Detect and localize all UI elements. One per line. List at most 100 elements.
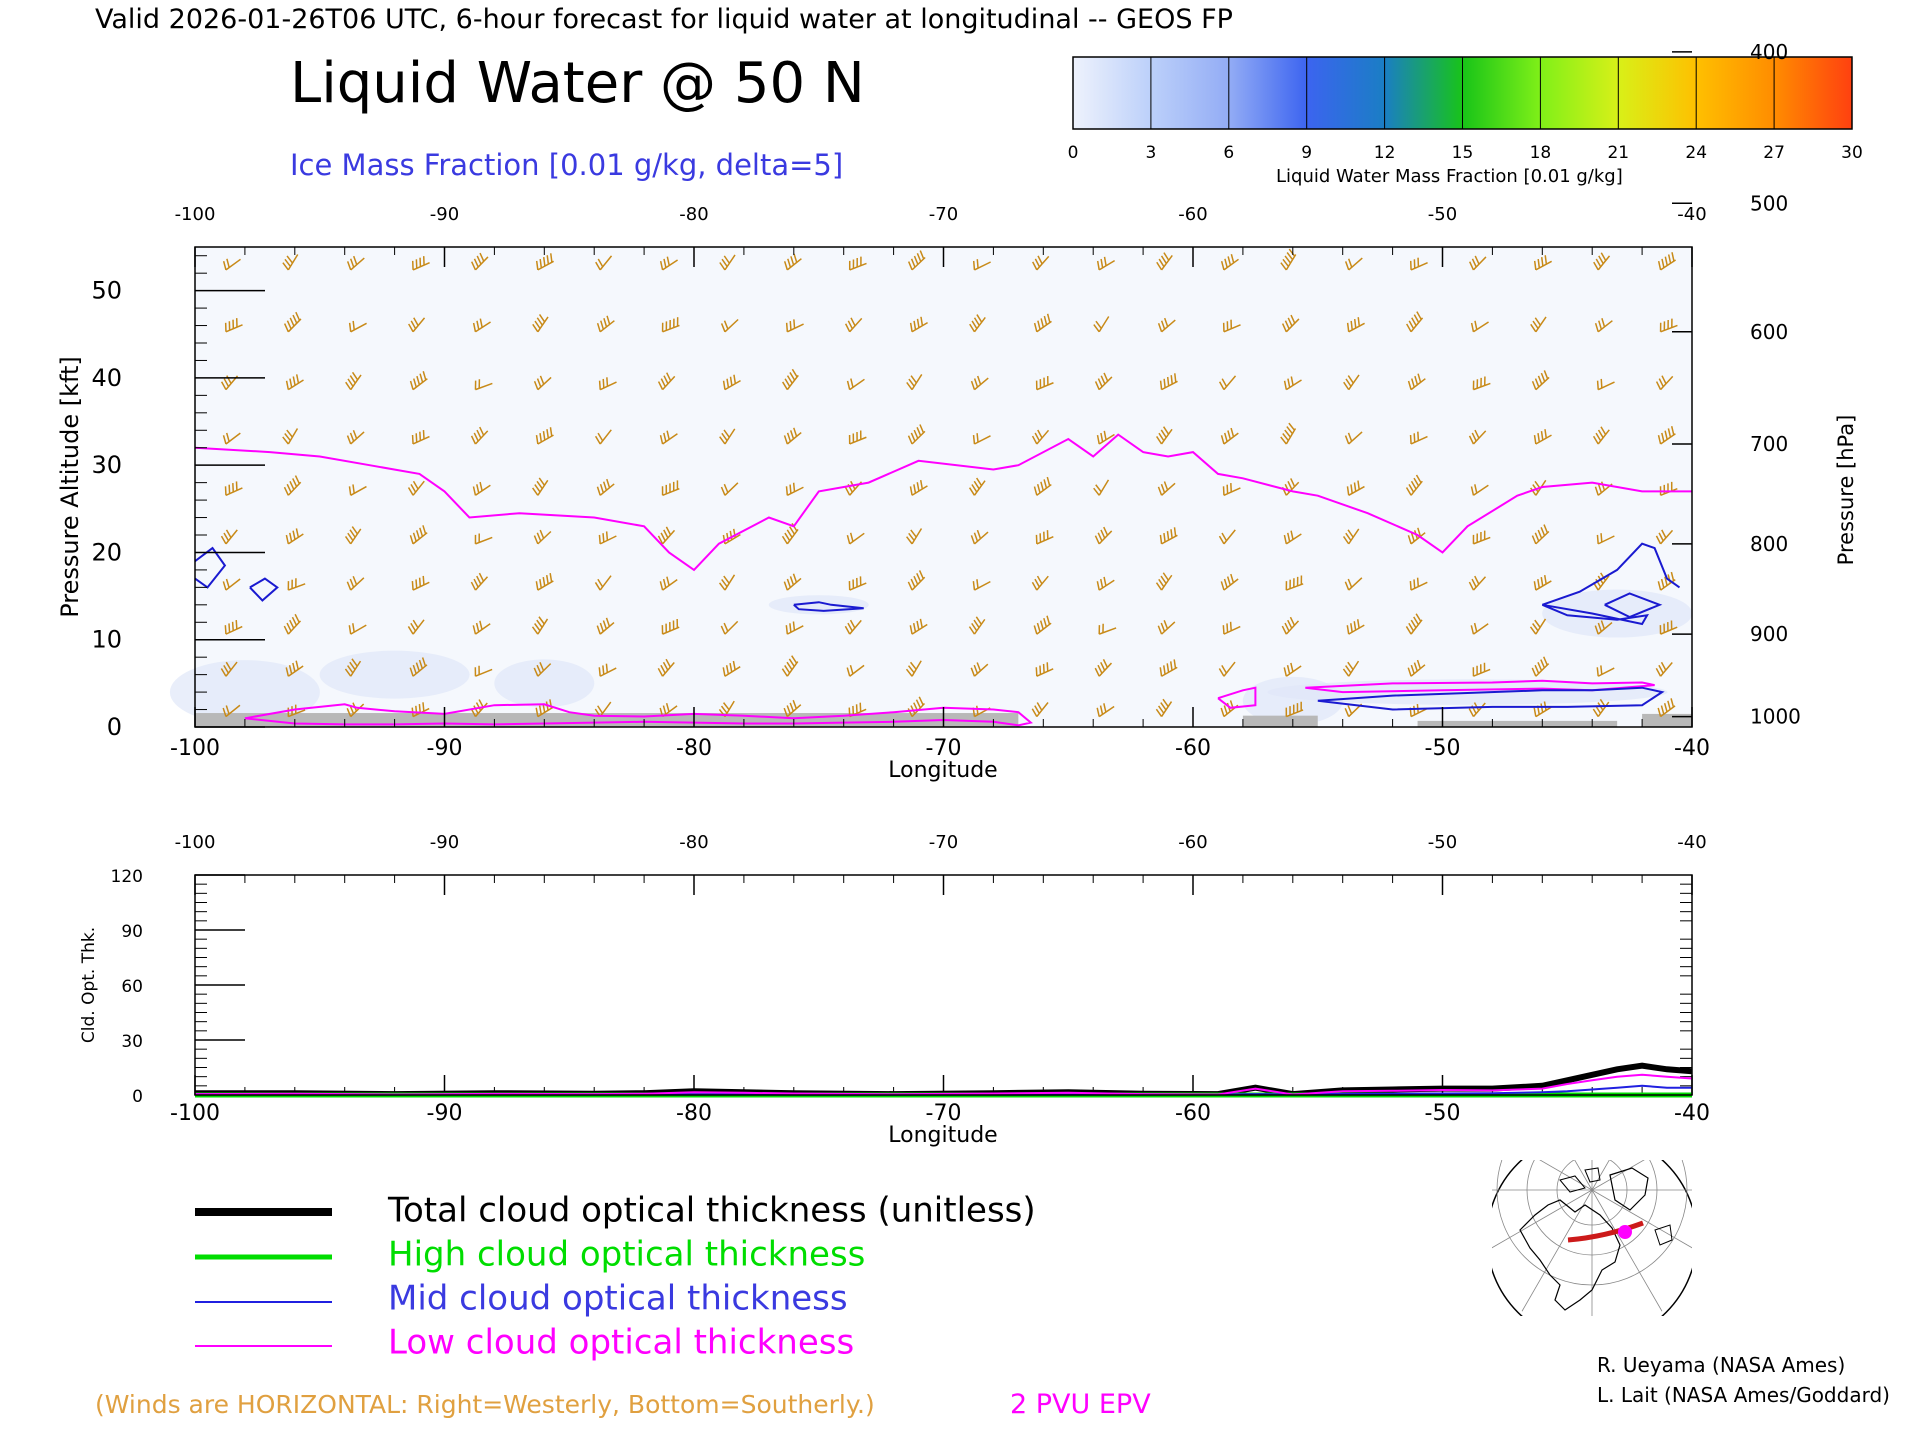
locator-map-greenland <box>1609 1167 1649 1211</box>
pressure-tick-label: 600 <box>1750 320 1788 344</box>
wind-barb <box>1470 484 1489 496</box>
wind-barb <box>781 655 799 677</box>
wind-barb <box>1409 257 1428 271</box>
wind-barb <box>1472 376 1491 391</box>
legend-label-mid: Mid cloud optical thickness <box>388 1279 848 1319</box>
x-tick-label-top: -90 <box>430 204 459 225</box>
y-tick-label: 60 <box>121 977 143 997</box>
map-meridian <box>1591 1189 1692 1249</box>
cross-section-panel: -100 -100 -90 -90 -80 -80 -70 -70 -60 -60 -50 -50 -4… <box>56 40 1858 783</box>
x-tick-label-top: -70 <box>929 204 958 225</box>
map-meridian <box>1521 1189 1593 1312</box>
colorbar-segment <box>1228 57 1308 129</box>
wind-barb <box>719 254 736 271</box>
wind-barb <box>1657 252 1676 271</box>
wind-barb <box>1533 255 1553 271</box>
wind-barb <box>1344 257 1363 271</box>
locator-map-coastline <box>1519 1199 1621 1311</box>
wind-barb <box>1472 662 1491 677</box>
wind-barb <box>472 481 491 496</box>
wind-barb <box>222 258 241 271</box>
wind-barb <box>970 529 989 545</box>
wind-barb <box>224 481 243 496</box>
wind-barb <box>1032 255 1050 271</box>
wind-barb <box>474 379 493 391</box>
locator-map-islands <box>1559 1167 1673 1246</box>
wind-barb <box>781 523 799 545</box>
liquid-water-contour <box>1217 686 1257 709</box>
wind-barb <box>1533 429 1552 445</box>
wind-barb <box>411 256 430 271</box>
y-tick-label: 30 <box>91 451 122 479</box>
wind-barb <box>409 371 428 391</box>
colorbar-tick-label: 12 <box>1374 143 1396 163</box>
wind-barb <box>906 528 923 545</box>
wind-barb <box>411 429 430 445</box>
locator-map-marker <box>1618 1225 1632 1239</box>
legend: Total cloud optical thickness (unitless)… <box>195 1191 1036 1363</box>
colorbar-tick-label: 9 <box>1301 143 1312 163</box>
x-tick-label: -60 <box>1175 1101 1211 1126</box>
pressure-tick-label: 800 <box>1750 532 1788 556</box>
wind-barb <box>533 529 552 545</box>
wind-barb <box>972 579 991 591</box>
wind-barb <box>531 616 549 635</box>
wind-barb <box>598 531 617 545</box>
page-title: Liquid Water @ 50 N <box>290 51 865 116</box>
wind-barb <box>1659 620 1678 635</box>
wind-barb <box>1094 659 1113 677</box>
colorbar-tick-label: 30 <box>1841 143 1863 163</box>
wind-barb <box>848 576 867 591</box>
ice-mass-contour <box>1541 603 1649 626</box>
wind-barb <box>972 259 991 271</box>
wind-barb <box>1157 481 1176 496</box>
wind-barb <box>1344 431 1363 445</box>
colorbar-segment <box>1073 57 1152 129</box>
x-tick-label-top: -90 <box>430 832 459 853</box>
wind-barb <box>1159 527 1178 545</box>
wind-barb <box>1592 426 1610 445</box>
wind-barb <box>1285 701 1304 718</box>
map-meridian <box>1591 1189 1663 1312</box>
wind-barb <box>783 699 802 718</box>
wind-barb <box>535 427 554 445</box>
wind-barb <box>1283 530 1302 545</box>
wind-barb <box>345 371 362 391</box>
optical-thickness-frame <box>194 874 1693 1096</box>
wind-barb <box>720 620 739 635</box>
wind-barb <box>1155 572 1173 591</box>
wind-barb <box>409 525 428 545</box>
wind-barb <box>659 256 678 271</box>
wind-barb <box>1094 526 1113 545</box>
wind-barb <box>1098 623 1117 635</box>
wind-barb <box>535 253 555 271</box>
x-tick-label: -100 <box>170 736 220 761</box>
wind-barb <box>596 315 615 333</box>
x-tick-label: -80 <box>676 1101 712 1126</box>
wind-barb <box>905 660 922 677</box>
wind-barb <box>1409 577 1428 591</box>
x-tick-label: -100 <box>170 1101 220 1126</box>
wind-barb <box>346 575 365 591</box>
colorbar-segment <box>1774 57 1853 129</box>
wind-barb <box>907 570 926 591</box>
wind-barb <box>283 475 302 496</box>
wind-barb <box>1222 621 1241 635</box>
wind-barb <box>1405 474 1423 496</box>
x-tick-label-top: -40 <box>1677 204 1706 225</box>
colorbar-tick-label: 15 <box>1452 143 1474 163</box>
wind-barb <box>783 253 802 271</box>
wind-barb <box>1346 619 1365 635</box>
wind-barb <box>1344 577 1363 591</box>
wind-barb <box>1407 527 1426 545</box>
wind-barb <box>782 368 799 391</box>
wind-barb <box>346 429 365 445</box>
wind-barb <box>1094 372 1113 391</box>
colorbar-tick-label: 18 <box>1530 143 1552 163</box>
ice-mass-contour <box>1317 686 1665 711</box>
x-tick-label-top: -50 <box>1428 832 1457 853</box>
colorbar-segment <box>1618 57 1697 129</box>
ice-mass-contour <box>793 601 864 612</box>
wind-barb <box>1657 425 1676 445</box>
wind-barb <box>846 532 865 545</box>
